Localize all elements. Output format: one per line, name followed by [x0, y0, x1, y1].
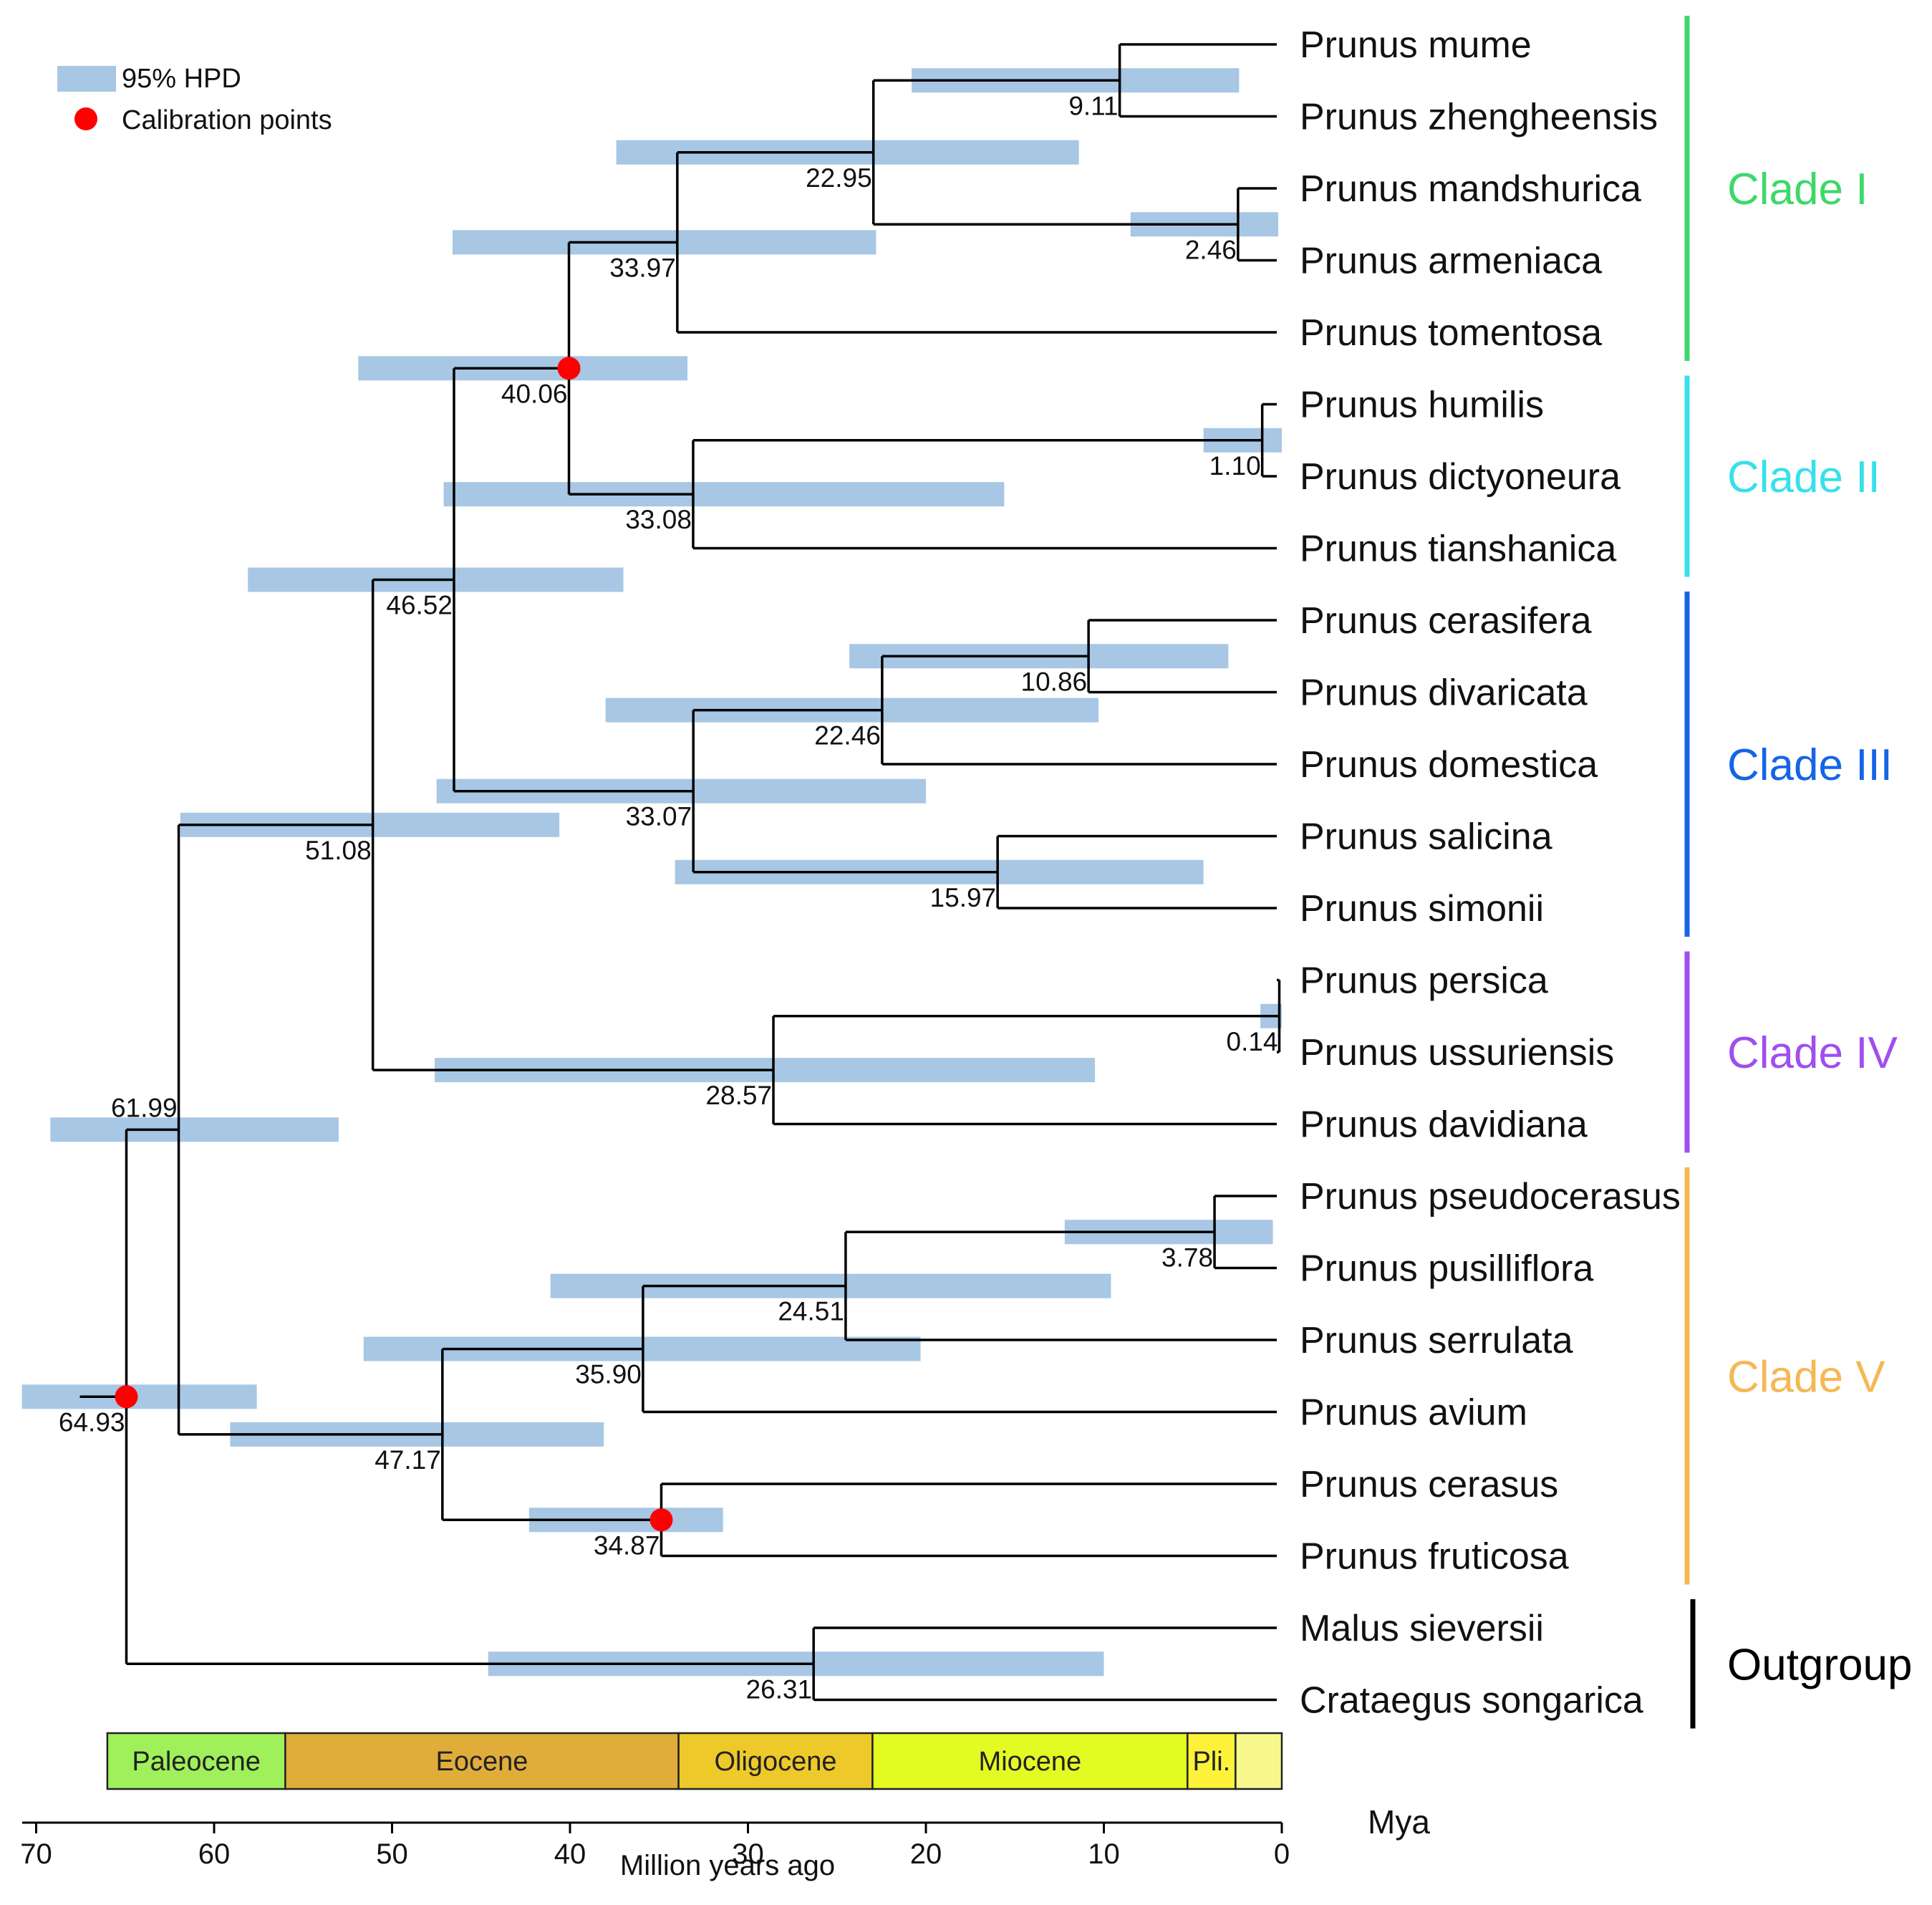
- clade-annotations: Clade I Clade II Clade III Clade IV Clade V O…: [1684, 16, 1913, 1729]
- taxon-label: Prunus dictyoneura: [1300, 456, 1621, 498]
- epoch-label: Pli.: [1192, 1747, 1230, 1777]
- axis-tick-label: 50: [376, 1838, 408, 1870]
- node-age-label: 24.51: [778, 1297, 844, 1326]
- node-age-label: 35.90: [575, 1360, 642, 1389]
- clade-label: Clade II: [1727, 453, 1880, 502]
- taxon-label: Prunus divaricata: [1300, 672, 1588, 714]
- legend: 95% HPD Calibration points: [57, 64, 332, 135]
- hpd-bar-n33a: [443, 482, 1005, 507]
- hpd-bar-n61: [50, 1117, 339, 1142]
- node-age-label: 64.93: [59, 1407, 125, 1437]
- calibration-point-n40: [557, 357, 581, 380]
- branches: [79, 43, 1281, 1702]
- axis-tick-label: 30: [732, 1838, 764, 1870]
- node-age-label: 1.10: [1209, 451, 1261, 481]
- axis-unit-label: Mya: [1368, 1803, 1430, 1841]
- axis-title: Million years ago: [620, 1850, 835, 1881]
- clade-label: Clade V: [1727, 1352, 1885, 1402]
- epoch-block: [1187, 1732, 1237, 1790]
- axis-tick-label: 10: [1088, 1838, 1120, 1870]
- taxon-label: Prunus persica: [1300, 960, 1548, 1002]
- node-age-label: 22.46: [814, 721, 881, 751]
- node-age-label: 22.95: [806, 163, 872, 193]
- node-age-label: 33.07: [626, 802, 692, 831]
- node-age-label: 10.86: [1021, 667, 1088, 696]
- node-age-label: 33.97: [609, 253, 676, 282]
- node-age-label: 46.52: [386, 590, 453, 619]
- hpd-bars: [21, 68, 1282, 1677]
- clade-label: Outgroup: [1727, 1640, 1913, 1689]
- node-age-label: 2.46: [1185, 235, 1237, 264]
- axis-tick-label: 40: [554, 1838, 586, 1870]
- geologic-timescale: Paleocene Eocene Oligocene Miocene Pli.: [106, 1732, 1283, 1790]
- taxon-label: Prunus tomentosa: [1300, 312, 1602, 354]
- axis-tick-label: 20: [910, 1838, 942, 1870]
- time-axis: Million years ago Mya 70 60 50 40 30 20 10 0: [20, 1803, 1430, 1881]
- taxon-labels: Prunus mume Prunus zhengheensis Prunus man…: [1300, 24, 1681, 1722]
- calibration-point-root: [115, 1385, 138, 1409]
- calibration-points: [115, 357, 673, 1532]
- epoch-label: Oligocene: [714, 1747, 836, 1777]
- epoch-block: [1235, 1732, 1283, 1790]
- epoch-block: [871, 1732, 1189, 1790]
- taxon-label: Prunus domestica: [1300, 744, 1598, 786]
- taxon-label: Malus sieversii: [1300, 1608, 1544, 1649]
- clade-label: Clade I: [1727, 165, 1868, 214]
- node-age-label: 47.17: [375, 1445, 441, 1475]
- legend-hpd-label: 95% HPD: [122, 64, 241, 94]
- node-age-label: 3.78: [1161, 1243, 1213, 1272]
- node-age-label: 15.97: [930, 883, 997, 912]
- clade-label: Clade IV: [1727, 1028, 1898, 1078]
- axis-tick-label: 70: [20, 1838, 52, 1870]
- node-age-label: 40.06: [501, 379, 568, 408]
- node-age-label: 61.99: [111, 1093, 178, 1122]
- node-age-label: 34.87: [594, 1530, 660, 1560]
- taxon-label: Prunus humilis: [1300, 385, 1544, 426]
- taxon-label: Crataegus songarica: [1300, 1680, 1643, 1722]
- taxon-label: Prunus cerasifera: [1300, 600, 1592, 642]
- taxon-label: Prunus mume: [1300, 24, 1532, 66]
- node-age-label: 26.31: [746, 1674, 813, 1704]
- node-age-label: 33.08: [625, 505, 692, 534]
- epoch-block: [677, 1732, 874, 1790]
- node-age-label: 0.14: [1227, 1027, 1278, 1056]
- taxon-label: Prunus ussuriensis: [1300, 1032, 1614, 1074]
- calibration-point-n35: [649, 1508, 673, 1532]
- epoch-block: [106, 1732, 286, 1790]
- taxon-label: Prunus salicina: [1300, 816, 1552, 858]
- taxon-label: Prunus davidiana: [1300, 1104, 1588, 1146]
- taxon-label: Prunus fruticosa: [1300, 1536, 1569, 1578]
- node-age-label: 28.57: [705, 1081, 772, 1110]
- node-age-label: 9.11: [1068, 91, 1118, 120]
- legend-calibration-marker: [74, 107, 97, 130]
- taxon-label: Prunus pusilliflora: [1300, 1248, 1593, 1290]
- taxon-label: Prunus zhengheensis: [1300, 97, 1658, 138]
- taxon-label: Prunus armeniaca: [1300, 241, 1602, 282]
- taxon-label: Prunus avium: [1300, 1392, 1527, 1434]
- epoch-label: Eocene: [436, 1747, 528, 1777]
- node-age-labels: 64.93 61.99 51.08 46.52 40.06 33.97 22.95 9.11 2…: [59, 91, 1278, 1704]
- taxon-label: Prunus mandshurica: [1300, 168, 1641, 210]
- taxon-label: Prunus cerasus: [1300, 1464, 1558, 1505]
- axis-tick-label: 0: [1274, 1838, 1290, 1870]
- clade-label: Clade III: [1727, 741, 1893, 790]
- taxon-label: Prunus simonii: [1300, 888, 1544, 930]
- taxon-label: Prunus tianshanica: [1300, 529, 1616, 570]
- node-age-label: 51.08: [305, 836, 372, 865]
- taxon-label: Prunus serrulata: [1300, 1320, 1573, 1361]
- epoch-label: Miocene: [979, 1747, 1082, 1777]
- axis-tick-label: 60: [198, 1838, 231, 1870]
- epoch-label: Paleocene: [132, 1747, 261, 1777]
- taxon-label: Prunus pseudocerasus: [1300, 1176, 1681, 1217]
- hpd-bar-root: [21, 1384, 257, 1409]
- legend-hpd-swatch: [57, 66, 116, 92]
- epoch-block: [284, 1732, 680, 1790]
- legend-calibration-label: Calibration points: [122, 105, 332, 135]
